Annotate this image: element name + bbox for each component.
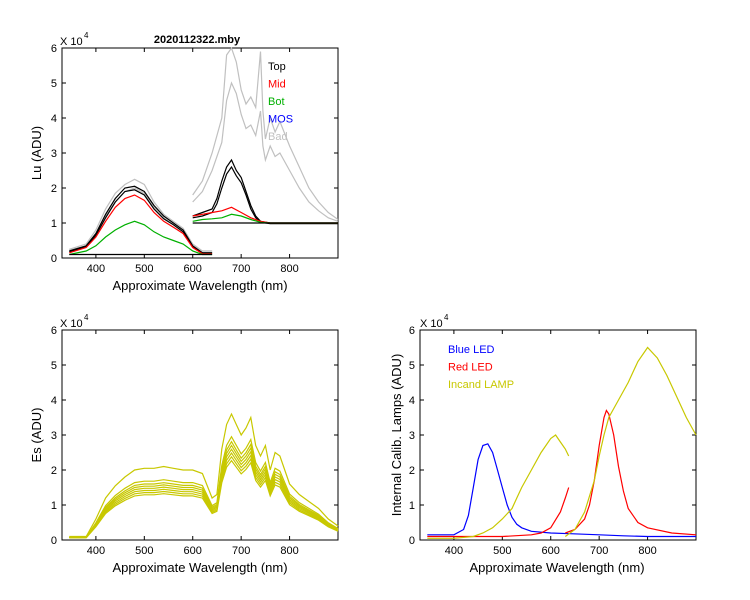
es-x-ticks: 400 500 600 700 800 xyxy=(87,330,299,557)
cal-series-incand-lamp-line xyxy=(427,434,570,539)
lu-y-tick-label: 2 xyxy=(51,183,57,195)
es-x-tick-label: 500 xyxy=(135,545,153,557)
es-y-ticks: 0 1 2 3 4 5 6 xyxy=(51,325,338,547)
lu-y-axis-label: Lu (ADU) xyxy=(29,126,44,180)
es-y-tick-label: 5 xyxy=(51,360,57,372)
cal-x-tick-label: 500 xyxy=(493,545,511,557)
lu-series-bad-line xyxy=(69,178,213,252)
es-series-es-line xyxy=(69,444,339,538)
cal-scale-exp: 4 xyxy=(444,313,449,322)
cal-legend: Blue LED Red LED Incand LAMP xyxy=(448,344,514,391)
es-x-axis-label: Approximate Wavelength (nm) xyxy=(112,560,287,575)
lu-legend-top: Top xyxy=(268,61,286,73)
lu-x-tick-label: 600 xyxy=(184,263,202,275)
cal-series-red-led-line xyxy=(427,487,570,538)
lu-x-axis-label: Approximate Wavelength (nm) xyxy=(112,278,287,293)
es-series-es-line xyxy=(69,412,339,538)
lu-y-tick-label: 0 xyxy=(51,253,57,265)
lu-legend: Top Mid Bot MOS Bad xyxy=(268,61,293,143)
cal-legend-incand-lamp: Incand LAMP xyxy=(448,379,514,391)
lu-plot-frame xyxy=(61,47,339,259)
cal-x-tick-label: 800 xyxy=(638,545,656,557)
cal-y-axis-label: Internal Calib. Lamps (ADU) xyxy=(389,354,404,517)
lu-scale-label: X 10 4 xyxy=(60,31,89,48)
es-series-es-line xyxy=(69,448,339,539)
es-scale-label: X 10 4 xyxy=(60,313,89,330)
es-scale-base: X 10 xyxy=(60,318,83,330)
lu-scale-base: X 10 xyxy=(60,36,83,48)
es-series-es-line xyxy=(69,455,339,539)
cal-y-tick-label: 3 xyxy=(409,430,415,442)
es-y-tick-label: 1 xyxy=(51,500,57,512)
es-series xyxy=(69,412,339,539)
cal-legend-blue-led: Blue LED xyxy=(448,344,495,356)
lu-legend-bot: Bot xyxy=(268,96,285,108)
cal-series xyxy=(427,346,697,539)
cal-y-tick-label: 0 xyxy=(409,535,415,547)
es-x-tick-label: 800 xyxy=(280,545,298,557)
es-x-tick-label: 400 xyxy=(87,545,105,557)
es-x-tick-label: 700 xyxy=(232,545,250,557)
cal-y-tick-label: 1 xyxy=(409,500,415,512)
lu-x-tick-label: 400 xyxy=(87,263,105,275)
cal-y-tick-label: 5 xyxy=(409,360,415,372)
lu-series-top-line xyxy=(192,165,338,225)
es-series-es-line xyxy=(69,459,339,539)
es-scale-exp: 4 xyxy=(84,313,89,322)
lu-series-mid-line xyxy=(69,194,213,255)
lu-series xyxy=(69,46,339,256)
lu-x-tick-label: 800 xyxy=(280,263,298,275)
es-y-tick-label: 2 xyxy=(51,465,57,477)
lu-series-top-line xyxy=(69,185,213,254)
cal-y-tick-label: 6 xyxy=(409,325,415,337)
lu-legend-mos: MOS xyxy=(268,114,293,126)
lu-y-tick-label: 3 xyxy=(51,148,57,160)
es-series-es-line xyxy=(69,435,339,538)
lu-series-top-line xyxy=(192,158,338,224)
lu-legend-mid: Mid xyxy=(268,79,286,91)
cal-scale-label: X 10 4 xyxy=(420,313,449,330)
cal-x-tick-label: 600 xyxy=(542,545,560,557)
lu-series-mid-line xyxy=(192,206,338,224)
lu-y-tick-label: 4 xyxy=(51,113,57,125)
lu-series-bad-line xyxy=(192,81,339,222)
cal-scale-base: X 10 xyxy=(420,318,443,330)
cal-x-tick-label: 400 xyxy=(445,545,463,557)
lu-series-bot-line xyxy=(69,220,213,256)
cal-x-axis-label: Approximate Wavelength (nm) xyxy=(469,560,644,575)
es-series-es-line xyxy=(69,452,339,539)
es-panel: X 10 4 400 500 600 700 800 0 1 2 3 4 5 6 Approxima… xyxy=(29,313,339,575)
es-series-es-line xyxy=(69,440,339,538)
es-y-tick-label: 0 xyxy=(51,535,57,547)
lu-y-tick-label: 1 xyxy=(51,218,57,230)
es-y-tick-label: 6 xyxy=(51,325,57,337)
cal-x-tick-label: 700 xyxy=(590,545,608,557)
lu-y-tick-label: 5 xyxy=(51,78,57,90)
lu-y-tick-label: 6 xyxy=(51,43,57,55)
lu-panel: X 10 4 400 500 600 700 800 0 1 2 3 4 5 6 Top Mid Bot… xyxy=(29,31,339,293)
lu-legend-bad: Bad xyxy=(268,131,288,143)
es-y-axis-label: Es (ADU) xyxy=(29,408,44,463)
es-y-tick-label: 3 xyxy=(51,430,57,442)
cal-series-incand-lamp-line xyxy=(564,346,697,537)
lu-scale-exp: 4 xyxy=(84,31,89,40)
cal-series-blue-led-line xyxy=(427,443,696,538)
es-x-tick-label: 600 xyxy=(184,545,202,557)
lu-x-tick-label: 500 xyxy=(135,263,153,275)
cal-y-tick-label: 2 xyxy=(409,465,415,477)
figure-title: 2020112322.mby xyxy=(154,34,241,46)
cal-y-tick-label: 4 xyxy=(409,395,415,407)
cal-panel: X 10 4 400 500 600 700 800 0 1 2 3 4 5 6 Blue LED R… xyxy=(389,313,697,575)
lu-x-tick-label: 700 xyxy=(232,263,250,275)
lu-y-ticks: 0 1 2 3 4 5 6 xyxy=(51,43,338,265)
es-y-tick-label: 4 xyxy=(51,395,57,407)
lu-x-ticks: 400 500 600 700 800 xyxy=(87,48,299,275)
cal-legend-red-led: Red LED xyxy=(448,362,493,374)
lu-series-bad-line xyxy=(192,46,339,220)
cal-series-red-led-line xyxy=(565,409,697,536)
cal-y-ticks: 0 1 2 3 4 5 6 xyxy=(409,325,696,547)
